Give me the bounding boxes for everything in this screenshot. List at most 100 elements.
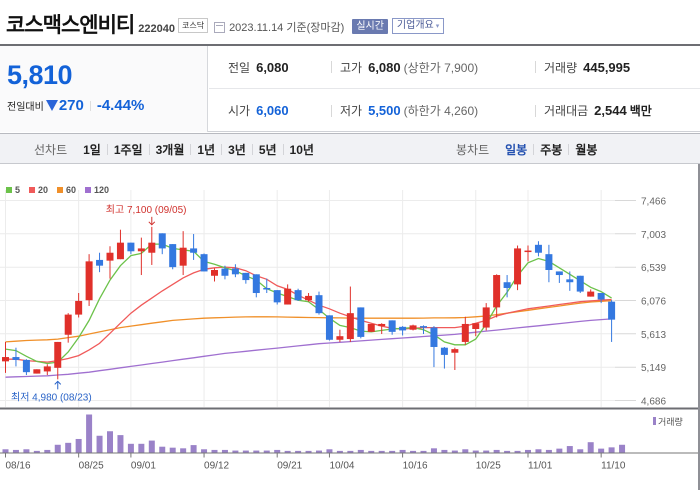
price-summary: 5,810 전일대비 270 -4.44% 전일 6,080 고가 6,080 … bbox=[0, 46, 700, 132]
x-axis-label: 10/04 bbox=[329, 461, 354, 472]
candle-body bbox=[315, 295, 323, 314]
period-10y[interactable]: 10년 bbox=[289, 143, 314, 157]
period-3m[interactable]: 3개월 bbox=[155, 143, 185, 157]
volume-bar bbox=[232, 450, 239, 453]
title-bar: 코스맥스엔비티 222040 코스닥 2023.11.14 기준(장마감) 실시… bbox=[0, 0, 700, 44]
volume-bar bbox=[138, 443, 145, 453]
candle-body bbox=[367, 323, 375, 332]
volume-bar bbox=[221, 449, 228, 453]
candle-body bbox=[211, 269, 218, 276]
period-3y[interactable]: 3년 bbox=[228, 143, 246, 157]
prev-close-value: 6,080 bbox=[256, 59, 289, 75]
candle-body bbox=[137, 248, 145, 252]
volume-bar bbox=[117, 435, 124, 453]
period-5y[interactable]: 5년 bbox=[258, 143, 277, 157]
volume-bar bbox=[316, 450, 322, 453]
volume-bar bbox=[535, 449, 542, 453]
line-chart-periods: 선차트 1일 1주일 3개월 1년 3년 5년 10년 bbox=[34, 134, 320, 165]
candle-body bbox=[221, 268, 229, 276]
x-axis-label: 10/25 bbox=[476, 461, 501, 472]
lower-limit: (하한가 4,260) bbox=[403, 104, 479, 118]
legend-ma20[interactable]: 20 bbox=[29, 185, 48, 195]
volume-bar bbox=[12, 449, 19, 453]
volume-bar bbox=[525, 449, 531, 453]
change-amount: 270 bbox=[58, 97, 84, 114]
change-label: 전일대비 bbox=[7, 102, 44, 113]
prev-close: 전일 6,080 bbox=[228, 59, 289, 76]
legend-ma60[interactable]: 60 bbox=[57, 185, 76, 195]
candle-body bbox=[190, 248, 198, 253]
period-1w[interactable]: 1주일 bbox=[113, 143, 143, 157]
y-axis-label: 5,149 bbox=[641, 363, 666, 374]
current-price: 5,810 bbox=[7, 60, 73, 90]
candle-body bbox=[54, 341, 62, 368]
divider bbox=[221, 144, 223, 155]
stock-code: 222040 bbox=[138, 23, 175, 35]
period-1d[interactable]: 1일 bbox=[83, 143, 101, 157]
candle-body bbox=[33, 369, 41, 374]
period-daily[interactable]: 일봉 bbox=[505, 143, 528, 157]
company-overview-dropdown[interactable]: 기업개요 ▾ bbox=[391, 18, 445, 34]
volume: 거래량 445,995 bbox=[535, 59, 630, 76]
candle-body bbox=[482, 307, 490, 328]
candle-body bbox=[158, 233, 166, 249]
volume-bar bbox=[399, 449, 406, 453]
volume-bar bbox=[451, 450, 458, 453]
legend-ma5[interactable]: 5 bbox=[6, 185, 20, 195]
volume-bar bbox=[462, 449, 469, 453]
high-price: 고가 6,080 (상한가 7,900) bbox=[331, 59, 478, 76]
stock-name: 코스맥스엔비티 bbox=[6, 13, 135, 37]
candle-body bbox=[420, 326, 427, 328]
volume-bar bbox=[295, 450, 302, 453]
candle-body bbox=[461, 323, 469, 342]
period-1y[interactable]: 1년 bbox=[197, 143, 216, 157]
candle-body bbox=[451, 349, 459, 353]
divider bbox=[190, 144, 192, 155]
divider bbox=[331, 61, 332, 73]
legend-ma120[interactable]: 120 bbox=[85, 185, 109, 195]
candle-body bbox=[534, 244, 542, 253]
swatch-icon bbox=[57, 187, 64, 193]
volume-bar bbox=[410, 450, 417, 453]
x-axis-label: 08/16 bbox=[6, 461, 31, 472]
candle-body bbox=[179, 247, 187, 266]
candle-body bbox=[388, 320, 396, 332]
candle-body bbox=[305, 295, 313, 301]
volume-legend-icon bbox=[653, 417, 656, 425]
candle-body bbox=[169, 244, 177, 268]
low-price: 저가 5,500 (하한가 4,260) bbox=[331, 102, 478, 119]
volume-bar bbox=[44, 449, 51, 453]
candle-body bbox=[231, 268, 239, 275]
volume-bar bbox=[274, 449, 281, 453]
ma120-line bbox=[5, 318, 612, 378]
candle-body bbox=[12, 357, 20, 360]
legend-label: 60 bbox=[66, 185, 77, 195]
volume-bar bbox=[148, 440, 155, 453]
divider bbox=[89, 100, 91, 111]
high-annotation: 최고 7,100 (09/05) bbox=[106, 204, 187, 216]
chevron-down-icon: ▾ bbox=[435, 22, 440, 30]
x-axis-label: 08/25 bbox=[79, 461, 104, 472]
x-axis-label: 09/21 bbox=[277, 461, 302, 472]
volume-bar bbox=[326, 449, 333, 453]
amount-value: 2,544 bbox=[594, 103, 627, 118]
candlestick-chart[interactable]: 7,466 7,003 6,539 6,076 5,613 5,149 4,686 최고 7,… bbox=[0, 190, 700, 490]
amount-unit: 백만 bbox=[629, 104, 652, 118]
candle-body bbox=[378, 323, 386, 327]
candle-body bbox=[252, 274, 260, 294]
y-axis-label: 4,686 bbox=[641, 397, 666, 408]
basis-text: 기준(장마감) bbox=[286, 22, 345, 34]
candle-chart-periods: 봉차트 일봉 주봉 월봉 bbox=[456, 134, 603, 165]
candle-body bbox=[545, 254, 553, 270]
period-monthly[interactable]: 월봉 bbox=[575, 143, 598, 157]
legend-label: 120 bbox=[94, 185, 110, 195]
candle-chart-label: 봉차트 bbox=[456, 143, 490, 157]
candle-body bbox=[555, 271, 563, 276]
realtime-button[interactable]: 실시간 bbox=[352, 19, 388, 34]
candle-body bbox=[608, 301, 616, 320]
volume-bar bbox=[86, 414, 93, 453]
x-axis-label: 09/12 bbox=[204, 461, 229, 472]
company-overview-label: 기업개요 bbox=[396, 20, 434, 31]
chart-border bbox=[698, 164, 700, 490]
period-weekly[interactable]: 주봉 bbox=[540, 143, 563, 157]
